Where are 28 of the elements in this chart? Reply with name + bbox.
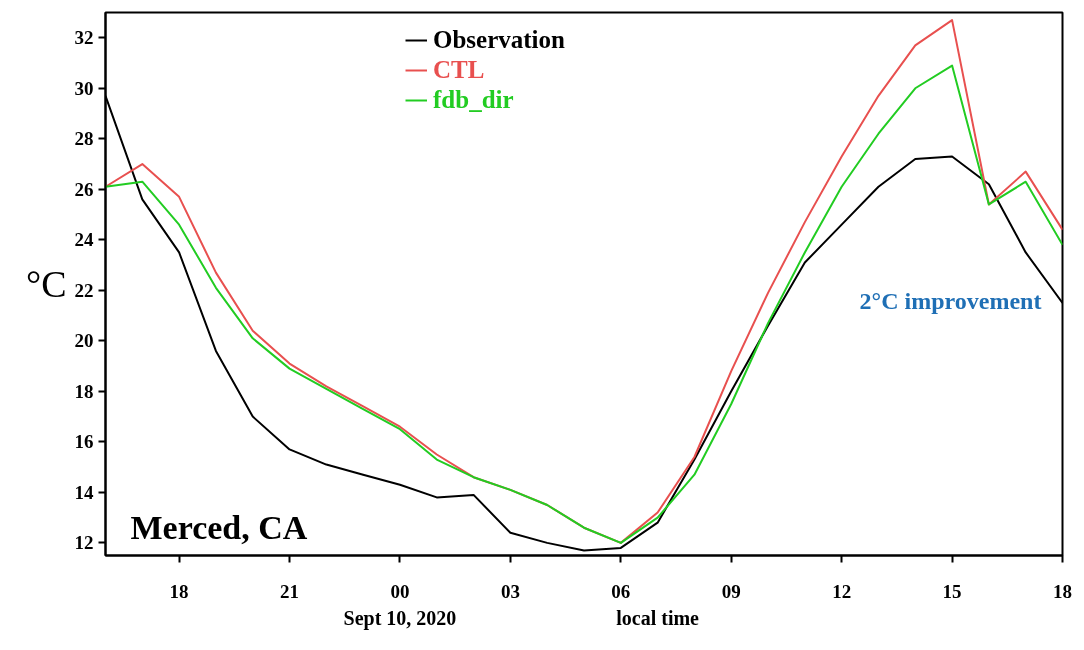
y-tick-label: 12 [74, 532, 94, 554]
y-tick-label: 18 [74, 380, 94, 402]
y-tick-label: 20 [74, 330, 94, 352]
legend-label: CTL [433, 56, 485, 84]
y-tick-label: 26 [74, 178, 94, 200]
y-tick-label: 22 [74, 279, 94, 301]
y-tick-label: 32 [74, 27, 94, 49]
legend-label: fdb_dir [433, 86, 514, 114]
x-tick-label: 12 [832, 580, 852, 602]
x-tick-label: 09 [721, 580, 741, 602]
x-tick-label: 06 [611, 580, 631, 602]
x-tick-label: 03 [500, 580, 520, 602]
y-tick-label: 16 [74, 431, 94, 453]
y-tick-label: 28 [74, 128, 94, 150]
x-tick-label: 18 [1053, 580, 1072, 602]
legend-label: Observation [433, 26, 565, 54]
y-tick-label: 24 [74, 229, 94, 251]
x-axis-title: local time [616, 606, 700, 629]
text: Sept 10, 2020 [343, 606, 457, 630]
y-axis-title: °C [25, 263, 67, 305]
text: Merced, CA [130, 508, 308, 546]
x-tick-label: 00 [390, 580, 410, 602]
y-tick-label: 14 [74, 481, 94, 503]
y-tick-label: 30 [74, 77, 94, 99]
x-tick-label: 21 [280, 580, 300, 602]
x-tick-label: 15 [942, 580, 962, 602]
x-tick-label: 18 [169, 580, 189, 602]
annotation: 2°C improvement [859, 287, 1042, 314]
